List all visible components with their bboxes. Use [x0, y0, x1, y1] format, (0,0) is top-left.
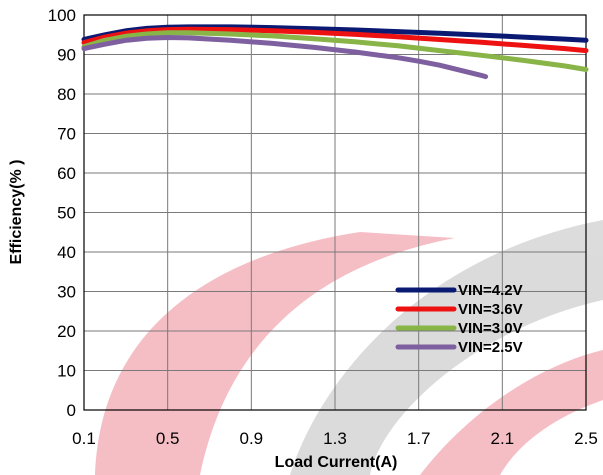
- legend-label-3: VIN=2.5V: [458, 339, 523, 356]
- y-tick-label: 0: [67, 401, 76, 420]
- x-axis-label: Load Current(A): [275, 454, 398, 471]
- x-tick-label: 1.7: [407, 429, 431, 448]
- y-tick-label: 10: [57, 362, 76, 381]
- legend: VIN=4.2V VIN=3.6V VIN=3.0V VIN=2.5V: [395, 282, 523, 356]
- y-tick-label: 50: [57, 204, 76, 223]
- series-line-1: [81, 26, 589, 54]
- x-tick-label: 0.1: [72, 429, 96, 448]
- series-line-3: [81, 35, 489, 80]
- y-tick-label: 90: [57, 46, 76, 65]
- x-tick-label: 0.5: [156, 429, 180, 448]
- series-lines: [81, 24, 589, 80]
- y-tick-label: 100: [48, 6, 76, 25]
- x-tick-label: 2.5: [574, 429, 598, 448]
- plot-frame: [83, 14, 587, 411]
- x-tick-label: 1.3: [323, 429, 347, 448]
- y-tick-label: 20: [57, 322, 76, 341]
- y-tick-label: 60: [57, 164, 76, 183]
- x-tick-label: 0.9: [240, 429, 264, 448]
- legend-label-1: VIN=3.6V: [458, 301, 523, 318]
- y-axis-label: Efficiency(% ): [8, 160, 25, 265]
- series-line-2: [81, 30, 589, 72]
- x-axis-ticks: 0.1 0.5 0.9 1.3 1.7 2.1 2.5: [72, 429, 598, 448]
- y-tick-label: 30: [57, 283, 76, 302]
- y-tick-label: 80: [57, 85, 76, 104]
- x-tick-label: 2.1: [491, 429, 515, 448]
- y-tick-label: 70: [57, 125, 76, 144]
- y-tick-label: 40: [57, 243, 76, 262]
- legend-label-2: VIN=3.0V: [458, 320, 523, 337]
- legend-label-0: VIN=4.2V: [458, 282, 523, 299]
- y-axis-ticks: 0 10 20 30 40 50 60 70 80 90 100: [48, 6, 76, 420]
